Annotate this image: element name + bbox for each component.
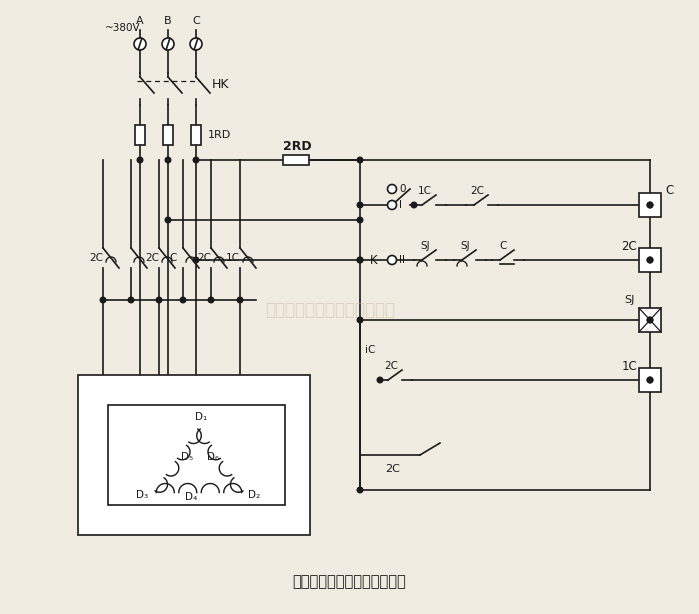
Text: SJ: SJ <box>420 241 430 251</box>
Circle shape <box>128 297 134 303</box>
Circle shape <box>357 257 363 263</box>
Text: C: C <box>499 241 507 251</box>
Text: I: I <box>399 200 402 210</box>
Text: 新乡市方圆起重机械有限公司: 新乡市方圆起重机械有限公司 <box>265 301 395 319</box>
Circle shape <box>387 184 396 193</box>
Circle shape <box>411 202 417 208</box>
Text: 2C: 2C <box>470 186 484 196</box>
Text: D₅: D₅ <box>181 452 193 462</box>
Text: 1C: 1C <box>621 360 637 373</box>
Text: 2C: 2C <box>385 464 400 474</box>
Bar <box>78 375 310 535</box>
Circle shape <box>180 297 186 303</box>
Bar <box>108 405 285 505</box>
Text: 2C: 2C <box>145 253 159 263</box>
Text: D₁: D₁ <box>195 413 207 422</box>
Text: C: C <box>665 184 673 198</box>
Circle shape <box>357 202 363 208</box>
Text: D₂: D₂ <box>248 489 260 500</box>
Circle shape <box>647 317 653 323</box>
Text: 2C: 2C <box>197 253 211 263</box>
Text: 2RD: 2RD <box>283 139 312 152</box>
Circle shape <box>387 255 396 265</box>
Text: A: A <box>136 16 144 26</box>
Text: B: B <box>164 16 172 26</box>
Circle shape <box>647 377 653 383</box>
Text: C: C <box>169 253 176 263</box>
Circle shape <box>357 157 363 163</box>
Circle shape <box>190 38 202 50</box>
Text: 双速电动机自动加速控制线路: 双速电动机自动加速控制线路 <box>292 575 406 589</box>
Circle shape <box>165 217 171 223</box>
Text: iC: iC <box>365 345 375 355</box>
Circle shape <box>377 377 383 383</box>
Circle shape <box>647 257 653 263</box>
Circle shape <box>357 257 363 263</box>
Text: K: K <box>370 254 377 266</box>
Text: 2C: 2C <box>621 239 637 252</box>
Text: 0: 0 <box>399 184 405 194</box>
Bar <box>163 125 173 145</box>
Circle shape <box>193 157 199 163</box>
Circle shape <box>357 317 363 323</box>
Circle shape <box>387 201 396 209</box>
Text: ~380V: ~380V <box>105 23 140 33</box>
Bar <box>135 125 145 145</box>
Circle shape <box>100 297 106 303</box>
Circle shape <box>165 157 171 163</box>
Circle shape <box>156 297 161 303</box>
Bar <box>283 155 309 165</box>
Circle shape <box>137 157 143 163</box>
Circle shape <box>208 297 214 303</box>
Circle shape <box>647 317 653 323</box>
Text: D₆: D₆ <box>207 452 219 462</box>
Circle shape <box>134 38 146 50</box>
Text: 1RD: 1RD <box>208 130 231 140</box>
Circle shape <box>647 202 653 208</box>
Bar <box>639 368 661 392</box>
Circle shape <box>162 38 174 50</box>
Circle shape <box>647 377 653 383</box>
Circle shape <box>357 487 363 493</box>
Text: D₃: D₃ <box>136 489 148 500</box>
Text: 1C: 1C <box>418 186 432 196</box>
Text: 1C: 1C <box>226 253 240 263</box>
Circle shape <box>237 297 243 303</box>
Text: D₄: D₄ <box>185 491 197 502</box>
Text: HK: HK <box>212 79 229 91</box>
Circle shape <box>193 257 199 263</box>
Text: II: II <box>399 255 405 265</box>
Circle shape <box>357 217 363 223</box>
Circle shape <box>647 202 653 208</box>
Bar <box>191 125 201 145</box>
Text: 2C: 2C <box>89 253 103 263</box>
Bar <box>639 248 661 272</box>
Text: SJ: SJ <box>460 241 470 251</box>
Circle shape <box>647 257 653 263</box>
Bar <box>639 308 661 332</box>
Bar <box>639 193 661 217</box>
Text: 2C: 2C <box>384 361 398 371</box>
Text: C: C <box>192 16 200 26</box>
Text: SJ: SJ <box>625 295 635 305</box>
